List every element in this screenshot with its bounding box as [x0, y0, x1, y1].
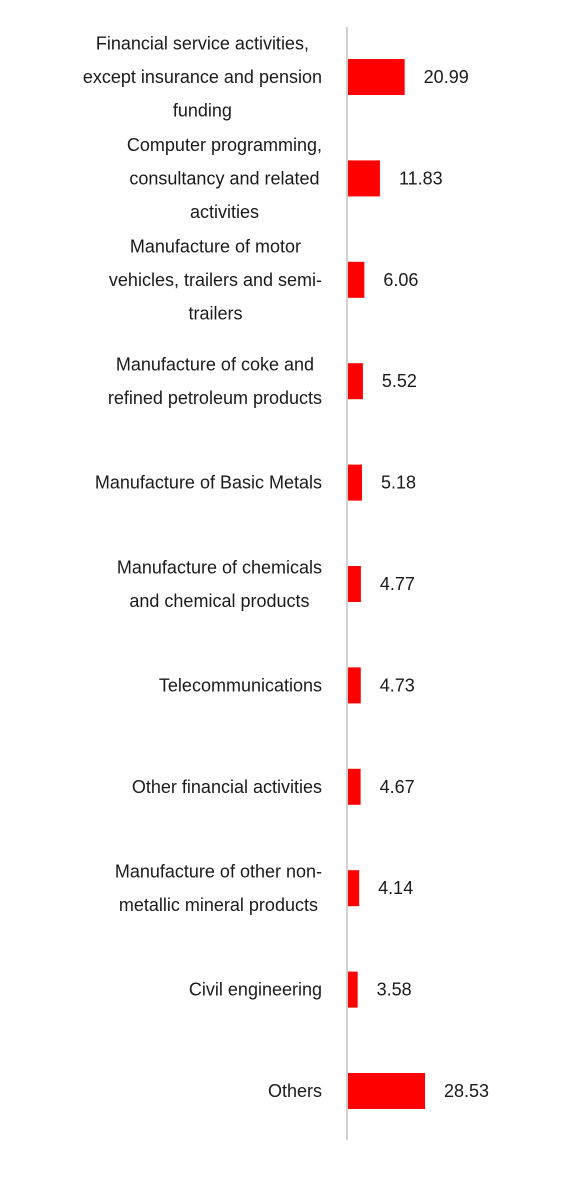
category-label-8: Manufacture of other non-metallic minera… [115, 861, 322, 915]
value-label-8: 4.14 [378, 878, 413, 898]
value-label-7: 4.67 [380, 777, 415, 797]
category-label-7: Other financial activities [132, 777, 322, 797]
category-label-line: activities [190, 202, 259, 222]
category-label-line: Manufacture of Basic Metals [95, 473, 322, 493]
bars-group [348, 59, 426, 1109]
category-label-line: Financial service activities, [96, 34, 309, 54]
category-label-line: Manufacture of chemicals [117, 557, 322, 577]
value-label-1: 11.83 [399, 168, 443, 188]
bar-10 [348, 1073, 426, 1109]
value-label-9: 3.58 [377, 980, 412, 1000]
category-label-6: Telecommunications [159, 675, 322, 695]
value-label-10: 28.53 [444, 1081, 489, 1101]
category-label-10: Others [268, 1081, 322, 1101]
category-label-line: Manufacture of motor [130, 236, 301, 256]
value-label-2: 6.06 [383, 270, 418, 290]
value-label-5: 4.77 [380, 574, 415, 594]
bar-7 [348, 768, 361, 805]
bar-9 [348, 971, 358, 1008]
category-label-5: Manufacture of chemicals and chemical pro… [117, 557, 322, 611]
category-label-line: vehicles, trailers and semi- [109, 270, 322, 290]
category-label-line: and chemical products [129, 591, 309, 611]
category-label-1: Computer programming, consultancy and rel… [127, 135, 322, 222]
bar-8 [348, 870, 360, 907]
value-labels-group: 20.99 11.83 6.06 5.52 5.18 4.77 4.73 4.67 4.14 3.… [377, 67, 489, 1101]
category-label-line: Telecommunications [159, 675, 322, 695]
category-label-line: Manufacture of other non- [115, 861, 322, 881]
category-label-line: Civil engineering [189, 980, 322, 1000]
bar-5 [348, 566, 361, 602]
category-label-line: trailers [188, 303, 242, 323]
category-label-line: Others [268, 1081, 322, 1101]
category-label-9: Civil engineering [189, 980, 322, 1000]
bar-4 [348, 464, 362, 501]
value-label-3: 5.52 [382, 371, 417, 391]
category-label-3: Manufacture of coke and refined petroleum… [108, 354, 322, 408]
category-label-line: consultancy and related [129, 168, 319, 188]
category-label-line: funding [173, 101, 232, 121]
value-label-6: 4.73 [380, 675, 415, 695]
category-label-line: Other financial activities [132, 777, 322, 797]
category-label-line: Computer programming, [127, 135, 322, 155]
value-label-0: 20.99 [424, 67, 469, 87]
category-label-line: refined petroleum products [108, 388, 322, 408]
category-label-line: Manufacture of coke and [116, 354, 314, 374]
bar-2 [348, 261, 365, 298]
category-labels-group: Financial service activities, except insu… [83, 34, 322, 1102]
bar-1 [348, 160, 380, 197]
category-label-2: Manufacture of motor vehicles, trailers a… [109, 236, 322, 323]
bar-0 [348, 59, 405, 95]
category-label-0: Financial service activities, except insu… [83, 34, 322, 121]
category-label-line: except insurance and pension [83, 67, 322, 87]
bar-6 [348, 667, 361, 704]
bar-3 [348, 363, 363, 400]
category-label-line: metallic mineral products [119, 895, 318, 915]
category-label-4: Manufacture of Basic Metals [95, 473, 322, 493]
value-label-4: 5.18 [381, 473, 416, 493]
